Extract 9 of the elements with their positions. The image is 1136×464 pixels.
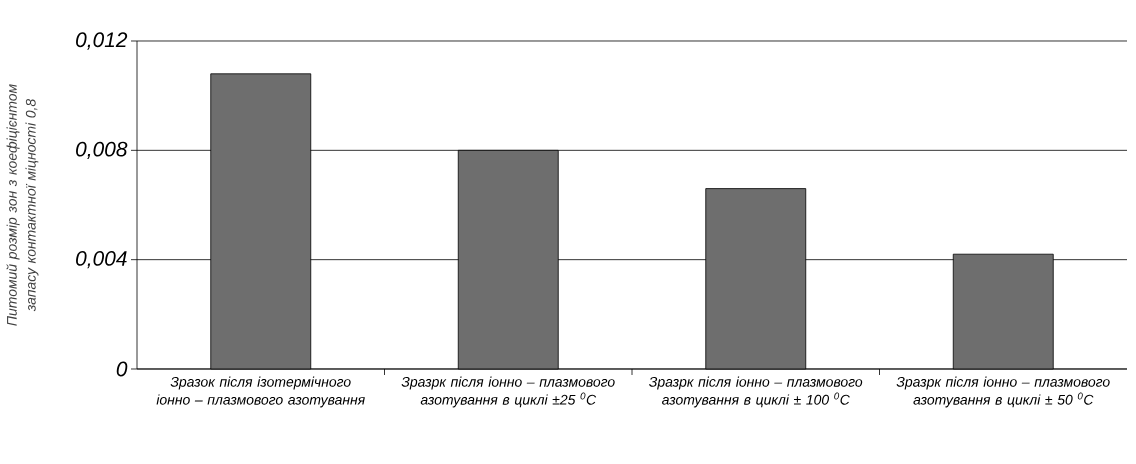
x-tick-label: Зразрк після іонно – плазмового азотування в циклі ±25 $^{0}$С [401, 376, 615, 408]
x-tick-label: Зразок після ізотермічного іонно – плазмового азотування [156, 376, 365, 408]
y-tick-label: 0,004 [76, 251, 127, 269]
y-tick-label: 0,008 [76, 141, 128, 159]
x-tick-label: Зразрк після іонно – плазмового азотування в циклі ± 100 $^{0}$С [648, 376, 863, 408]
y-axis-title: Питомий розмір зон з коефіцієнтом запасу контактної міцності 0,8 [6, 84, 39, 326]
y-tick-label: 0 [116, 361, 128, 377]
y-tick-label: 0,012 [76, 32, 128, 50]
x-tick-label: Зразрк після іонно – плазмового азотування в циклі ± 50 $^{0}$С [896, 376, 1110, 408]
